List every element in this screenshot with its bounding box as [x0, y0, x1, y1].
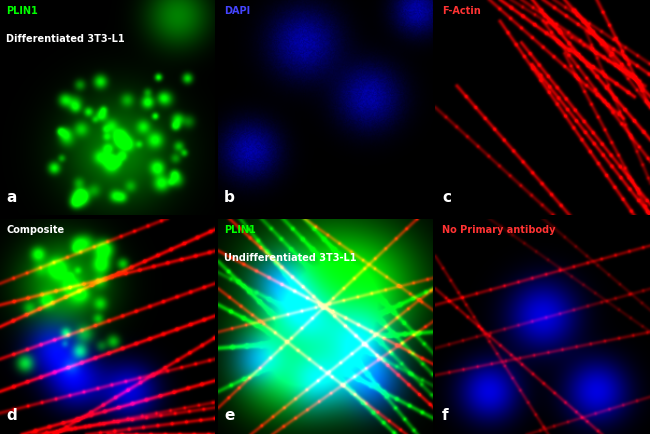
Text: PLIN1: PLIN1 — [224, 225, 256, 235]
Text: f: f — [442, 408, 448, 423]
Text: F-Actin: F-Actin — [442, 7, 480, 16]
Text: d: d — [6, 408, 17, 423]
Text: Composite: Composite — [6, 225, 64, 235]
Text: c: c — [442, 190, 451, 204]
Text: No Primary antibody: No Primary antibody — [442, 225, 555, 235]
Text: Undifferentiated 3T3-L1: Undifferentiated 3T3-L1 — [224, 253, 357, 263]
Text: e: e — [224, 408, 235, 423]
Text: Differentiated 3T3-L1: Differentiated 3T3-L1 — [6, 34, 125, 44]
Text: b: b — [224, 190, 235, 204]
Text: PLIN1: PLIN1 — [6, 7, 38, 16]
Text: DAPI: DAPI — [224, 7, 250, 16]
Text: a: a — [6, 190, 17, 204]
